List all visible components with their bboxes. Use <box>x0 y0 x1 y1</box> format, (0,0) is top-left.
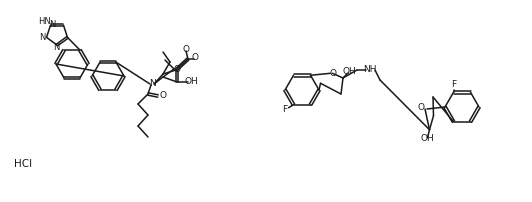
Text: OH: OH <box>421 134 434 143</box>
Text: N: N <box>49 20 56 29</box>
Text: O: O <box>329 69 336 78</box>
Text: HN: HN <box>38 17 51 26</box>
Text: F: F <box>451 80 456 89</box>
Text: NH: NH <box>363 65 377 75</box>
Text: N: N <box>149 80 156 88</box>
Text: N: N <box>53 43 59 53</box>
Text: O: O <box>418 103 425 113</box>
Text: O: O <box>173 64 180 74</box>
Text: N: N <box>39 33 46 42</box>
Text: O: O <box>192 54 198 62</box>
Text: F: F <box>282 105 287 114</box>
Text: OH: OH <box>184 78 198 86</box>
Text: OH: OH <box>342 67 356 77</box>
Text: O: O <box>160 92 167 101</box>
Text: HCl: HCl <box>14 159 32 169</box>
Text: O: O <box>182 45 189 55</box>
